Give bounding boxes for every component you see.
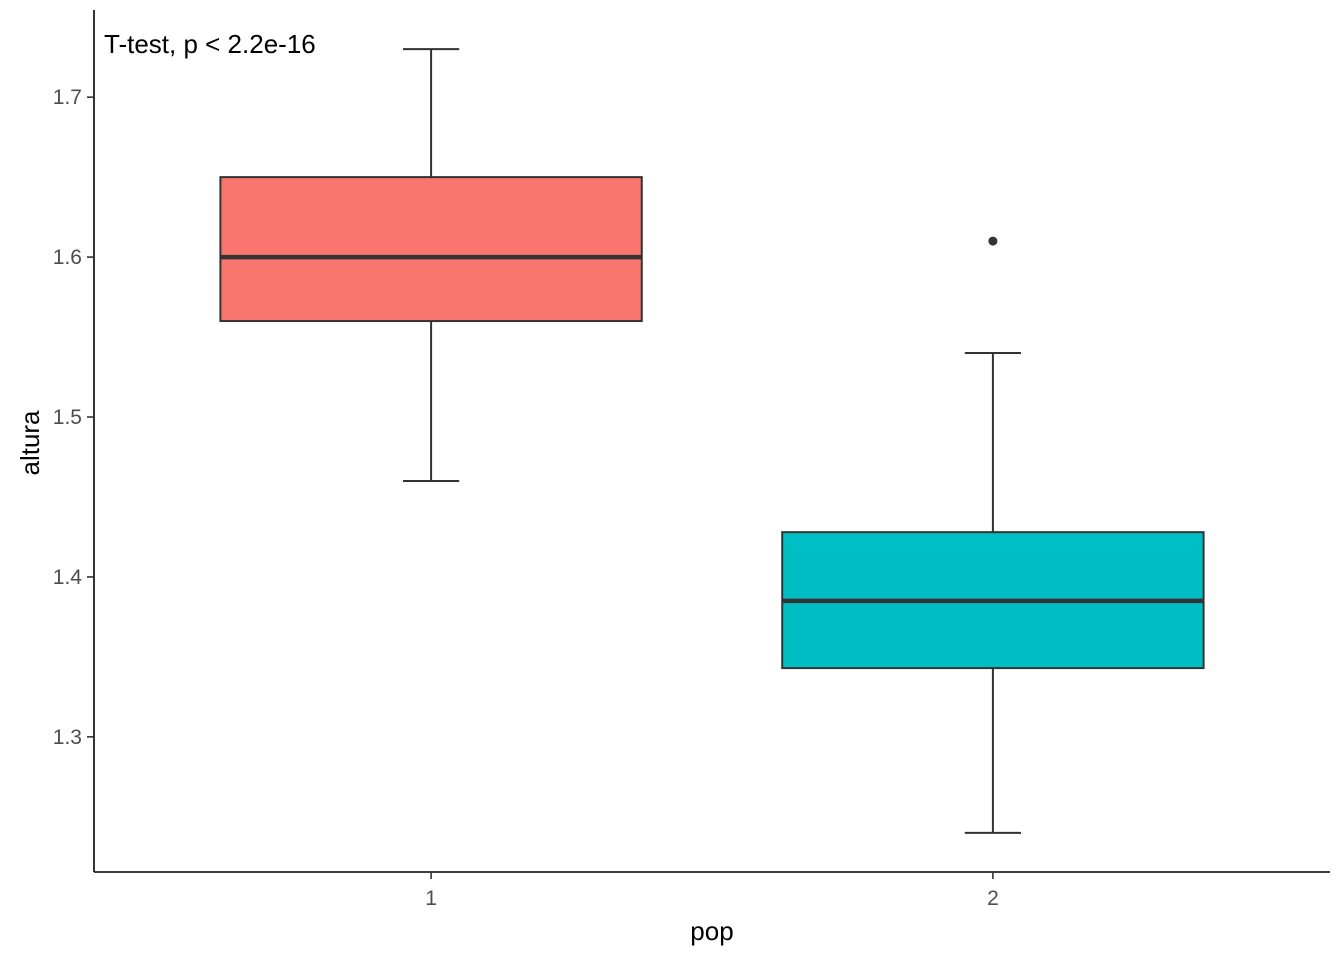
box-group (781, 236, 1205, 834)
axes-layer (93, 10, 1330, 873)
y-axis-title: altura (15, 410, 45, 476)
t-test-annotation: T-test, p < 2.2e-16 (104, 29, 316, 59)
x-tick-label: 2 (987, 887, 999, 910)
iqr-box (219, 176, 643, 323)
y-tick-label: 1.5 (53, 406, 82, 429)
y-tick-label: 1.3 (53, 726, 82, 749)
y-tick-label: 1.6 (53, 246, 82, 269)
y-tick-label: 1.4 (53, 566, 83, 589)
box-group (219, 48, 643, 482)
ticks-layer: 1.3 1.4 1.5 1.6 1.7 1 2 (53, 86, 999, 910)
x-axis-title: pop (690, 916, 733, 946)
outlier-point (988, 236, 998, 246)
x-tick-label: 1 (425, 887, 437, 910)
y-tick-label: 1.7 (53, 86, 82, 109)
boxes-layer (219, 48, 1205, 834)
